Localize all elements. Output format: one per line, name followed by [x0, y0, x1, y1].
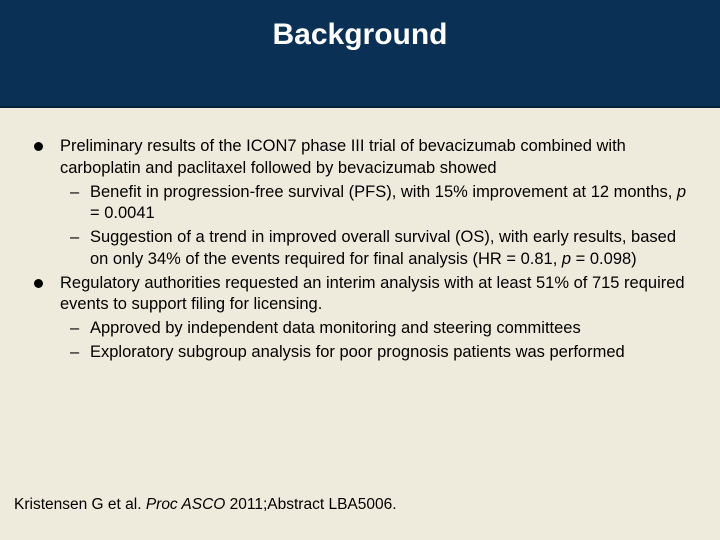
bullet-1-text: Preliminary results of the ICON7 phase I…: [60, 137, 626, 177]
b1s1-p: p: [677, 183, 686, 201]
b1s1-b: = 0.0041: [90, 204, 155, 222]
bullet-1-sub-1: Benefit in progression-free survival (PF…: [60, 182, 694, 226]
b1s1-a: Benefit in progression-free survival (PF…: [90, 183, 677, 201]
bullet-2: Regulatory authorities requested an inte…: [26, 273, 694, 364]
bullet-2-sub-1: Approved by independent data monitoring …: [60, 318, 694, 340]
slide-header: Background: [0, 0, 720, 108]
slide-citation: Kristensen G et al. Proc ASCO 2011;Abstr…: [14, 496, 397, 514]
slide-body: Preliminary results of the ICON7 phase I…: [0, 108, 720, 364]
bullet-1-sub-2: Suggestion of a trend in improved overal…: [60, 227, 694, 271]
bullet-2-sub-2: Exploratory subgroup analysis for poor p…: [60, 342, 694, 364]
b1s2-b: = 0.098): [571, 250, 637, 268]
b1s2-p: p: [562, 250, 571, 268]
bullet-1: Preliminary results of the ICON7 phase I…: [26, 136, 694, 271]
slide-title: Background: [272, 18, 447, 52]
citation-journal: Proc ASCO: [146, 496, 226, 513]
bullet-2-sublist: Approved by independent data monitoring …: [60, 318, 694, 364]
citation-a: Kristensen G et al.: [14, 496, 146, 513]
citation-b: 2011;Abstract LBA5006.: [225, 496, 396, 513]
main-bullet-list: Preliminary results of the ICON7 phase I…: [26, 136, 694, 364]
bullet-2-text: Regulatory authorities requested an inte…: [60, 274, 685, 314]
bullet-1-sublist: Benefit in progression-free survival (PF…: [60, 182, 694, 271]
